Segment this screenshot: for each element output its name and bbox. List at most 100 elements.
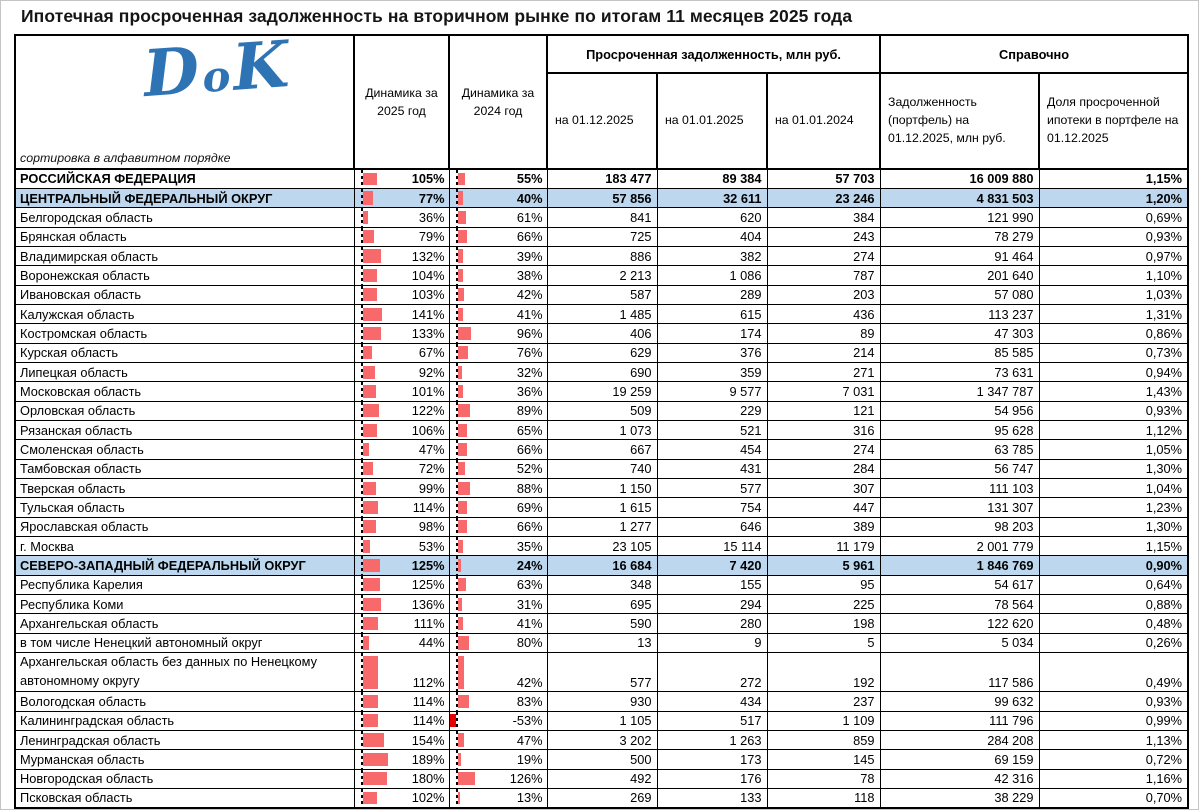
overdue-2024-01-cell: 1 109	[766, 710, 881, 731]
overdue-2025-01-cell: 1 086	[656, 265, 768, 286]
data-bar	[458, 442, 467, 457]
overdue-2025-12-cell: 500	[546, 749, 658, 770]
overdue-2024-01-cell: 23 246	[766, 187, 881, 209]
column-header-2025-01: на 01.01.2025	[656, 72, 768, 170]
overdue-2025-12-cell: 841	[546, 207, 658, 228]
share-cell: 1,23%	[1038, 497, 1189, 518]
dyn2024-cell: 41%	[448, 613, 548, 634]
header-row-sub: на 01.12.2025 на 01.01.2025 на 01.01.202…	[15, 72, 1190, 170]
pct-label: 126%	[509, 771, 543, 787]
data-bar	[458, 694, 470, 708]
overdue-2024-01-cell: 11 179	[766, 536, 881, 557]
portfolio-cell: 91 464	[879, 245, 1040, 267]
data-bar	[458, 791, 460, 805]
pct-label: 111%	[413, 616, 445, 632]
data-bar	[458, 733, 465, 747]
pct-label: 80%	[516, 635, 543, 651]
pct-label: 40%	[516, 190, 543, 206]
overdue-2025-12-cell: 590	[546, 613, 658, 634]
data-bar	[363, 714, 379, 728]
page-title: Ипотечная просроченная задолженность на …	[21, 6, 853, 26]
data-bar	[458, 539, 463, 553]
data-bar	[363, 597, 382, 611]
dyn2025-cell: 77%	[353, 187, 450, 209]
pct-label: 92%	[418, 364, 445, 380]
column-header-share: Доля просроченной ипотеки в портфеле на …	[1038, 72, 1190, 170]
table-row: Ярославская область 98% 66% 1 277 646 389 98 2…	[14, 516, 1189, 538]
data-bar	[458, 210, 467, 224]
data-bar	[363, 500, 379, 515]
share-cell: 0,49%	[1038, 652, 1189, 693]
overdue-2025-12-cell: 930	[546, 691, 658, 712]
overdue-2025-12-cell: 13	[546, 632, 658, 654]
overdue-2024-01-cell: 118	[766, 787, 881, 809]
dyn2024-cell: 63%	[448, 574, 548, 596]
portfolio-cell: 111 103	[879, 477, 1040, 499]
overdue-2024-01-cell: 5 961	[766, 555, 881, 576]
overdue-2025-12-cell: 725	[546, 226, 658, 247]
pct-label: 24%	[516, 558, 543, 574]
pct-label: 114%	[412, 500, 445, 516]
region-name-cell: СЕВЕРО-ЗАПАДНЫЙ ФЕДЕРАЛЬНЫЙ ОКРУГ	[14, 555, 355, 576]
dyn2024-cell: 66%	[448, 439, 548, 460]
data-bar	[363, 423, 378, 437]
pct-label: 102%	[411, 790, 445, 806]
pct-label: 44%	[418, 635, 445, 651]
table-row: Костромская область 133% 96% 406 174 89 47 303…	[14, 323, 1189, 344]
table-row: Ленинградская область 154% 47% 3 202 1 263 85…	[14, 729, 1189, 751]
pct-label: 104%	[411, 267, 445, 283]
region-name-cell: Смоленская область	[14, 439, 355, 460]
data-bar	[458, 191, 464, 205]
pct-label: 67%	[418, 345, 445, 361]
dyn2025-cell: 112%	[353, 652, 450, 693]
overdue-2024-01-cell: 89	[766, 323, 881, 344]
column-header-dyn-2024: Динамика за 2024 год	[448, 34, 548, 170]
dok-logo: DoK	[140, 35, 294, 113]
data-bar	[458, 423, 467, 437]
portfolio-cell: 99 632	[879, 691, 1040, 712]
dyn2024-cell: 52%	[448, 458, 548, 480]
dyn2024-cell: 61%	[448, 207, 548, 228]
pct-label: 41%	[516, 616, 543, 632]
pct-label: 98%	[418, 519, 445, 535]
pct-label: 125%	[411, 558, 445, 574]
data-bar	[363, 210, 368, 224]
portfolio-cell: 16 009 880	[879, 168, 1040, 189]
portfolio-cell: 63 785	[879, 439, 1040, 460]
share-cell: 0,93%	[1038, 226, 1189, 247]
data-bar	[458, 268, 464, 282]
overdue-2025-12-cell: 492	[546, 768, 658, 789]
dyn2025-cell: 79%	[353, 226, 450, 247]
dyn2024-cell: 42%	[448, 284, 548, 305]
share-cell: 1,31%	[1038, 303, 1189, 325]
portfolio-cell: 5 034	[879, 632, 1040, 654]
data-bar	[363, 772, 387, 786]
overdue-2025-12-cell: 3 202	[546, 729, 658, 751]
data-bar	[363, 694, 379, 708]
dyn2024-cell: 35%	[448, 536, 548, 557]
dyn2024-cell: 65%	[448, 419, 548, 441]
overdue-2025-12-cell: 348	[546, 574, 658, 596]
dyn2024-cell: 55%	[448, 168, 548, 189]
overdue-2024-01-cell: 243	[766, 226, 881, 247]
pct-label: 53%	[418, 538, 445, 554]
dyn2024-cell: 89%	[448, 400, 548, 421]
data-bar	[363, 191, 374, 205]
overdue-2025-01-cell: 517	[656, 710, 768, 731]
portfolio-cell: 42 316	[879, 768, 1040, 789]
pct-label: 89%	[516, 403, 543, 419]
dyn2025-cell: 125%	[353, 555, 450, 576]
overdue-2024-01-cell: 237	[766, 691, 881, 712]
dyn2025-cell: 67%	[353, 342, 450, 363]
pct-label: 31%	[516, 596, 543, 612]
dyn2024-cell: 24%	[448, 555, 548, 576]
overdue-2024-01-cell: 384	[766, 207, 881, 228]
region-name-cell: Архангельская область	[14, 613, 355, 634]
data-bar	[458, 365, 463, 379]
share-cell: 1,16%	[1038, 768, 1189, 789]
data-bar	[363, 481, 377, 495]
region-name-cell: РОССИЙСКАЯ ФЕДЕРАЦИЯ	[14, 168, 355, 189]
overdue-2025-01-cell: 431	[656, 458, 768, 480]
dyn2024-cell: 41%	[448, 303, 548, 325]
overdue-2025-01-cell: 454	[656, 439, 768, 460]
